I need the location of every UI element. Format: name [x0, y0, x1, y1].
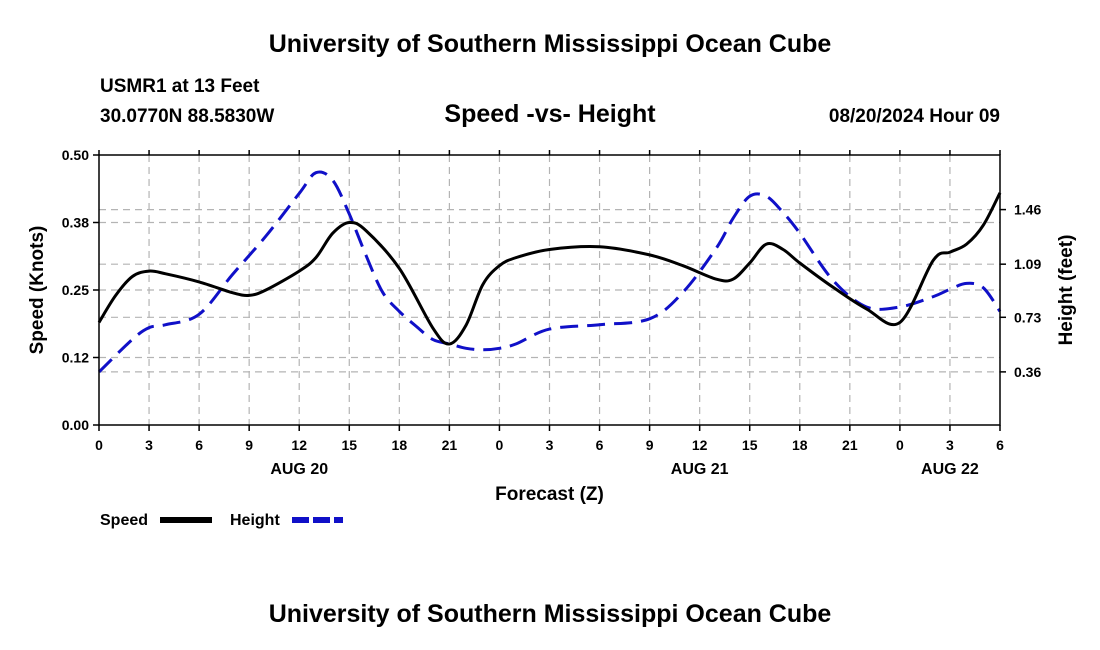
date-label: AUG 21: [671, 461, 729, 478]
y-tick-label: 0.12: [62, 350, 89, 366]
x-tick-label: 9: [646, 437, 654, 453]
station-coordinates: 30.0770N 88.5830W: [100, 106, 275, 127]
date-label: AUG 22: [921, 461, 979, 478]
y2-tick-label: 1.46: [1014, 202, 1041, 218]
grid: [99, 155, 1000, 425]
x-tick-label: 15: [341, 437, 357, 453]
main-title: University of Southern Mississippi Ocean…: [268, 30, 832, 58]
y2-tick-label: 0.36: [1014, 364, 1041, 380]
y2-tick-label: 1.09: [1014, 256, 1041, 272]
y2-axis-title: Height (feet): [1056, 235, 1077, 346]
x-tick-label: 12: [692, 437, 708, 453]
y-tick-label: 0.50: [62, 147, 89, 163]
x-tick-label: 0: [896, 437, 904, 453]
x-tick-label: 21: [442, 437, 458, 453]
x-tick-label: 3: [546, 437, 554, 453]
y-tick-label: 0.25: [62, 282, 89, 298]
legend: Speed Height: [100, 512, 343, 529]
x-tick-label: 0: [496, 437, 504, 453]
y2-tick-label: 0.73: [1014, 309, 1041, 325]
x-tick-label: 9: [245, 437, 253, 453]
footer-title: University of Southern Mississippi Ocean…: [268, 600, 832, 628]
x-axis-title: Forecast (Z): [495, 484, 604, 505]
chart-subtitle: Speed -vs- Height: [444, 100, 656, 128]
x-tick-label: 6: [596, 437, 604, 453]
x-tick-label: 6: [996, 437, 1004, 453]
legend-speed-label: Speed: [100, 512, 148, 529]
x-tick-label: 0: [95, 437, 103, 453]
series-speed-line: [97, 192, 1002, 346]
y-tick-label: 0.38: [62, 215, 89, 231]
date-label: AUG 20: [270, 461, 328, 478]
x-tick-label: 6: [195, 437, 203, 453]
x-tick-label: 12: [291, 437, 307, 453]
y-axis-title: Speed (Knots): [27, 226, 48, 355]
x-tick-label: 15: [742, 437, 758, 453]
axes: 0 3 6 9 12 15 18 21 0 3 6 9 12 15 18 21 0 3 6 0.00 0.12 0.25 0…: [62, 147, 1042, 478]
x-tick-label: 3: [145, 437, 153, 453]
legend-height-label: Height: [230, 512, 280, 529]
forecast-datetime: 08/20/2024 Hour 09: [828, 106, 1000, 127]
x-tick-label: 21: [842, 437, 858, 453]
x-tick-label: 3: [946, 437, 954, 453]
series-layer: [97, 170, 1002, 373]
x-tick-label: 18: [792, 437, 808, 453]
y-tick-label: 0.00: [62, 417, 89, 433]
x-tick-label: 18: [392, 437, 408, 453]
station-label: USMR1 at 13 Feet: [100, 76, 260, 97]
